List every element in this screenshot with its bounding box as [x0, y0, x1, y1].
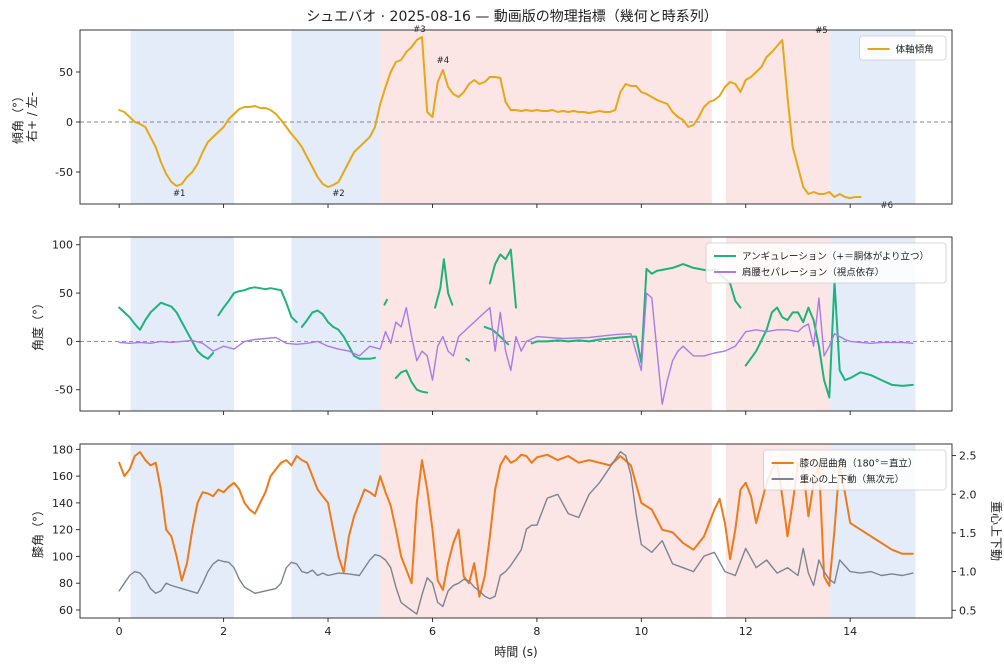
- legend: 体軸傾角: [859, 35, 947, 61]
- legend: 膝の屈曲角（180°＝直立） 重心の上下動（無次元）: [763, 449, 947, 491]
- legend: アンギュレーション（+＝胴体がより立つ） 肩腰セパレーション（視点依存）: [705, 242, 947, 284]
- y-axis-label: 傾角（°）右+ / 左-: [11, 90, 39, 144]
- event-annotation: #2: [332, 189, 345, 199]
- y2-tick-label: 2.0: [959, 488, 977, 501]
- y2-tick-label: 2.5: [959, 450, 977, 463]
- legend-entry: 膝の屈曲角（180°＝直立）: [800, 458, 918, 470]
- event-annotation: #6: [880, 201, 893, 211]
- series-1-line-segment-1: [118, 301, 215, 360]
- event-annotation: #3: [413, 25, 426, 35]
- series-1-line-segment-5: [394, 369, 429, 394]
- chart-title: シュエバオ · 2025-08-16 — 動画版の物理指標（幾何と時系列）: [306, 9, 718, 25]
- series-1-line: [118, 36, 862, 199]
- panel-2: 100 50 0 -50 角度（°） アンギュレーション（+＝胴体がより立つ） 肩腰セパレー…: [30, 236, 953, 415]
- red-region-2: [725, 30, 831, 204]
- series-1-line-segment-11: [744, 280, 914, 399]
- red-region-1: [380, 444, 712, 618]
- y-tick-label: -50: [55, 166, 73, 179]
- x-tick-label: 10: [634, 625, 648, 638]
- x-tick-label: 2: [220, 625, 227, 638]
- series-2-line: [118, 451, 914, 615]
- y-tick-label: -50: [55, 384, 73, 397]
- x-tick-label: 4: [325, 625, 332, 638]
- y-tick-label: 120: [52, 524, 73, 537]
- y2-axis-label: 重心上下動: [989, 501, 1003, 561]
- y2-tick-label: 0.5: [959, 604, 977, 617]
- legend-entry: アンギュレーション（+＝胴体がより立つ）: [742, 251, 929, 263]
- y-tick-label: 0: [66, 335, 73, 348]
- blue-region-1: [130, 444, 235, 618]
- series-1-line-segment-2: [217, 286, 298, 324]
- legend-entry: 肩腰セパレーション（視点依存）: [742, 267, 884, 279]
- x-tick-label: 14: [843, 625, 857, 638]
- x-tick-label: 0: [116, 625, 123, 638]
- series-1-line-segment-7: [465, 357, 470, 362]
- axes-frame: [79, 29, 953, 205]
- x-axis-label: 時間 (s): [494, 645, 537, 659]
- y-axis-label-line: 角度（°）: [30, 297, 45, 351]
- y-axis-label: 角度（°）: [30, 297, 45, 351]
- y-tick-label: 80: [59, 577, 73, 590]
- y-tick-label: 100: [52, 239, 73, 252]
- panel-1: 50 0 -50 傾角（°）右+ / 左- #1 #2 #3 #4 #5 #6 体軸傾角: [11, 25, 953, 211]
- legend-entry: 重心の上下動（無次元）: [800, 474, 905, 486]
- blue-region-2: [291, 30, 381, 204]
- x-tick-label: 12: [739, 625, 753, 638]
- y-tick-label: 100: [52, 550, 73, 563]
- red-region-1: [380, 30, 712, 204]
- y-axis-label-line: 膝角（°）: [31, 504, 45, 558]
- axes-frame: [79, 236, 953, 412]
- y-tick-label: 50: [59, 66, 73, 79]
- y-tick-label: 60: [59, 604, 73, 617]
- event-annotation: #4: [437, 56, 450, 66]
- blue-region-2: [291, 444, 381, 618]
- event-annotation: #5: [815, 26, 828, 36]
- axes-frame: [79, 443, 953, 619]
- y-tick-label: 180: [52, 443, 73, 456]
- y-tick-label: 50: [59, 287, 73, 300]
- y-tick-label: 0: [66, 116, 73, 129]
- panel-3: 18016014012010080602.52.01.51.00.5重心上下動膝…: [31, 443, 1003, 638]
- y-tick-label: 140: [52, 497, 73, 510]
- legend-box: [705, 242, 947, 284]
- legend-box: [763, 449, 947, 491]
- series-2-line: [118, 292, 914, 405]
- series-1-line-segment-9: [488, 248, 517, 309]
- y-tick-label: 160: [52, 470, 73, 483]
- legend-entry: 体軸傾角: [896, 44, 934, 56]
- y-axis-label-line: 右+ / 左-: [24, 92, 39, 142]
- y-axis-label: 膝角（°）: [31, 504, 45, 558]
- event-annotation: #1: [173, 189, 186, 199]
- red-region-1: [380, 237, 712, 411]
- y2-tick-label: 1.5: [959, 527, 977, 540]
- series-1-line-segment-4: [383, 298, 388, 306]
- series-1-line-segment-6: [434, 258, 454, 309]
- x-tick-label: 6: [429, 625, 436, 638]
- blue-region-2: [291, 237, 381, 411]
- series-1-line-segment-3: [300, 309, 376, 360]
- y2-tick-label: 1.0: [959, 566, 977, 579]
- y-axis-label-line: 傾角（°）: [11, 90, 25, 144]
- x-tick-label: 8: [533, 625, 540, 638]
- blue-region-1: [130, 30, 235, 204]
- legend-box: [859, 35, 947, 61]
